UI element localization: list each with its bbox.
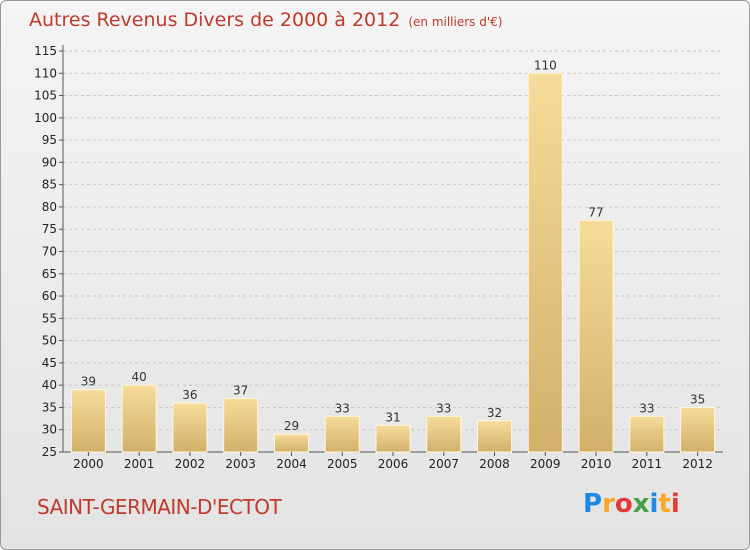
title-unit: (en milliers d'€)	[408, 15, 503, 29]
bar	[527, 72, 563, 453]
logo-letter: P	[583, 489, 603, 519]
x-tick-label: 2006	[378, 457, 409, 471]
bar-value-label: 77	[588, 205, 603, 219]
bar	[273, 433, 309, 453]
x-tick-label: 2000	[73, 457, 104, 471]
y-tick-label: 40	[42, 378, 57, 392]
y-tick-label: 115	[34, 44, 57, 58]
bar-value-label: 39	[81, 375, 96, 389]
y-tick-label: 110	[34, 66, 57, 80]
y-tick-label: 55	[42, 311, 57, 325]
logo-letter: t	[658, 489, 671, 519]
proxiti-logo: Proxiti	[583, 489, 680, 519]
logo-letter: r	[602, 489, 615, 519]
bar-value-label: 33	[639, 401, 654, 415]
x-tick-label: 2004	[276, 457, 307, 471]
bar	[578, 219, 614, 453]
bar-value-label: 32	[487, 406, 502, 420]
y-tick-label: 60	[42, 289, 57, 303]
bar	[629, 415, 665, 453]
bar	[477, 420, 513, 453]
bar	[375, 424, 411, 453]
logo-letter: x	[632, 489, 650, 519]
y-tick-label: 45	[42, 356, 57, 370]
y-tick-label: 90	[42, 155, 57, 169]
y-tick-label: 65	[42, 267, 57, 281]
bar-value-label: 29	[284, 419, 299, 433]
bar-value-label: 35	[690, 392, 705, 406]
bar-value-label: 37	[233, 384, 248, 398]
x-tick-label: 2007	[428, 457, 459, 471]
bar-value-label: 110	[534, 58, 557, 72]
y-tick-label: 85	[42, 178, 57, 192]
x-tick-label: 2010	[581, 457, 612, 471]
x-tick-label: 2012	[682, 457, 713, 471]
bar-value-label: 33	[436, 401, 451, 415]
y-tick-label: 105	[34, 89, 57, 103]
bar-value-label: 33	[335, 401, 350, 415]
y-tick-label: 100	[34, 111, 57, 125]
chart-title: Autres Revenus Divers de 2000 à 2012 (en …	[29, 9, 502, 31]
y-tick-label: 75	[42, 222, 57, 236]
y-tick-label: 70	[42, 245, 57, 259]
bar	[324, 415, 360, 453]
x-tick-label: 2008	[479, 457, 510, 471]
title-text: Autres Revenus Divers de 2000 à 2012	[29, 9, 401, 31]
bar	[121, 384, 157, 453]
bar	[172, 402, 208, 453]
y-tick-label: 80	[42, 200, 57, 214]
logo-letter: i	[649, 489, 659, 519]
bar-value-label: 40	[132, 370, 147, 384]
bar	[223, 398, 259, 453]
bar	[426, 415, 462, 453]
x-tick-label: 2002	[175, 457, 206, 471]
x-tick-label: 2003	[225, 457, 256, 471]
bar	[70, 389, 106, 453]
bar-value-label: 36	[182, 388, 197, 402]
y-tick-label: 25	[42, 445, 57, 459]
x-tick-label: 2005	[327, 457, 358, 471]
x-tick-label: 2011	[632, 457, 663, 471]
y-tick-label: 30	[42, 423, 57, 437]
bar	[680, 406, 716, 453]
x-tick-label: 2001	[124, 457, 155, 471]
bar-value-label: 31	[385, 410, 400, 424]
y-tick-label: 50	[42, 334, 57, 348]
logo-letter: o	[614, 489, 633, 519]
commune-name: SAINT-GERMAIN-D'ECTOT	[37, 495, 282, 519]
y-tick-label: 95	[42, 133, 57, 147]
y-tick-label: 35	[42, 400, 57, 414]
x-tick-label: 2009	[530, 457, 561, 471]
logo-letter: i	[670, 489, 680, 519]
